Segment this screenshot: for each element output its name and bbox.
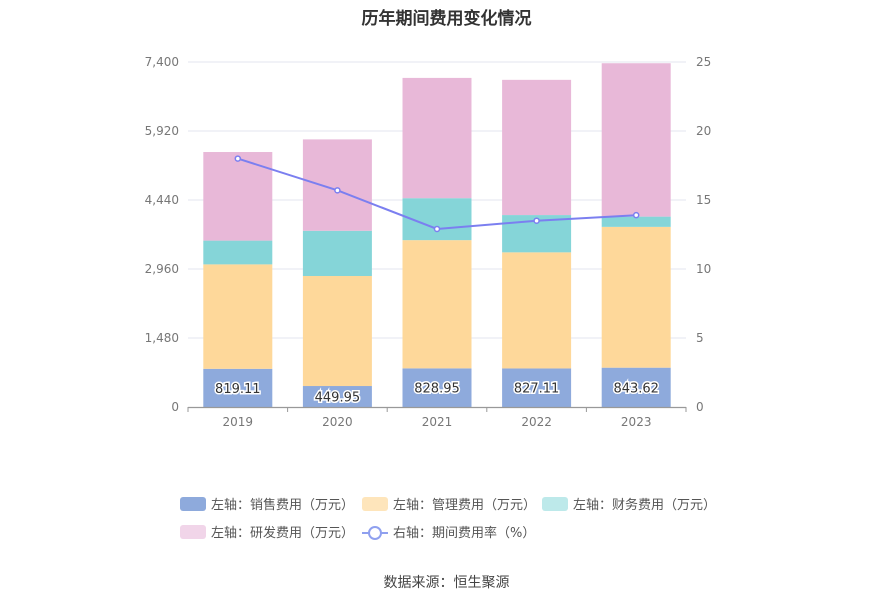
ratio-point [533,217,540,224]
right-axis-tick-label: 25 [696,55,711,69]
right-axis-tick-label: 10 [696,262,711,276]
bar-segment-2 [302,275,372,387]
left-axis-tick-label: 1,480 [145,331,179,345]
left-axis-tick-label: 7,400 [145,55,179,69]
ratio-point [433,225,441,233]
bar-segment-4 [502,79,572,216]
bar-segment-1 [502,368,572,407]
chart-area: 0 1,480 2,960 4,440 5,920 7,400 0 5 10 15 20 25 2019… [145,55,712,429]
chart-title: 历年期间费用变化情况 [361,9,532,29]
ratio-point [632,211,640,219]
legend-item-ratio[interactable]: 右轴：期间费用率（%） [362,522,535,541]
legend-item-sales[interactable]: 左轴：销售费用（万元） [180,494,354,513]
bar-segment-3 [203,240,273,265]
legend-label-ratio: 右轴：期间费用率（%） [393,526,536,541]
bar-segment-4 [601,63,671,217]
right-axis-tick-label: 0 [696,400,704,414]
bar-segment-1 [203,368,273,407]
data-label: 449.95 [315,391,361,406]
ratio-point [334,187,341,194]
legend-label-finance: 左轴：财务费用（万元） [573,498,717,513]
bar-segment-2 [502,252,572,369]
legend-label-sales: 左轴：销售费用（万元） [211,498,355,513]
x-axis-tick-label: 2020 [322,415,353,429]
ratio-point [234,155,242,162]
x-axis-tick-label: 2019 [223,415,254,429]
legend-swatch-admin [362,497,388,511]
bar-segment-1 [302,386,372,407]
bar-segment-3 [601,216,671,227]
bar-segment-2 [601,226,671,368]
legend-swatch-rnd [180,525,206,539]
data-source: 数据来源：恒生聚源 [383,575,510,591]
legend-swatch-ratio [362,525,388,540]
left-axis-tick-label: 4,440 [145,193,179,207]
bar-segment-4 [402,77,472,199]
legend-label-rnd: 左轴：研发费用（万元） [211,526,355,541]
bar-segment-2 [203,264,273,369]
legend-item-rnd[interactable]: 左轴：研发费用（万元） [180,522,354,541]
left-axis-tick-label: 2,960 [145,262,179,276]
bar-segment-1 [402,368,472,407]
bar-segment-3 [302,230,372,276]
data-label: 828.95 [414,382,460,397]
left-axis-tick-label: 0 [171,400,179,414]
left-axis-tick-label: 5,920 [145,124,179,138]
legend-swatch-sales [180,497,206,511]
bar-segment-1 [601,367,671,407]
legend-swatch-finance [542,497,568,511]
legend-label-admin: 左轴：管理费用（万元） [393,498,537,513]
right-axis-tick-label: 15 [696,193,711,207]
legend-item-finance[interactable]: 左轴：财务费用（万元） [542,494,716,513]
right-axis-tick-label: 20 [696,124,711,138]
data-label: 827.11 [514,382,560,397]
data-label: 819.11 [215,382,261,397]
x-axis-tick-label: 2023 [621,415,652,429]
bar-segment-4 [302,139,372,231]
legend-item-admin[interactable]: 左轴：管理费用（万元） [362,494,536,513]
bar-segment-2 [402,240,472,369]
data-label: 843.62 [613,381,659,396]
x-axis-tick-label: 2021 [422,415,453,429]
right-axis-tick-label: 5 [696,331,704,345]
x-axis-tick-label: 2022 [521,415,552,429]
